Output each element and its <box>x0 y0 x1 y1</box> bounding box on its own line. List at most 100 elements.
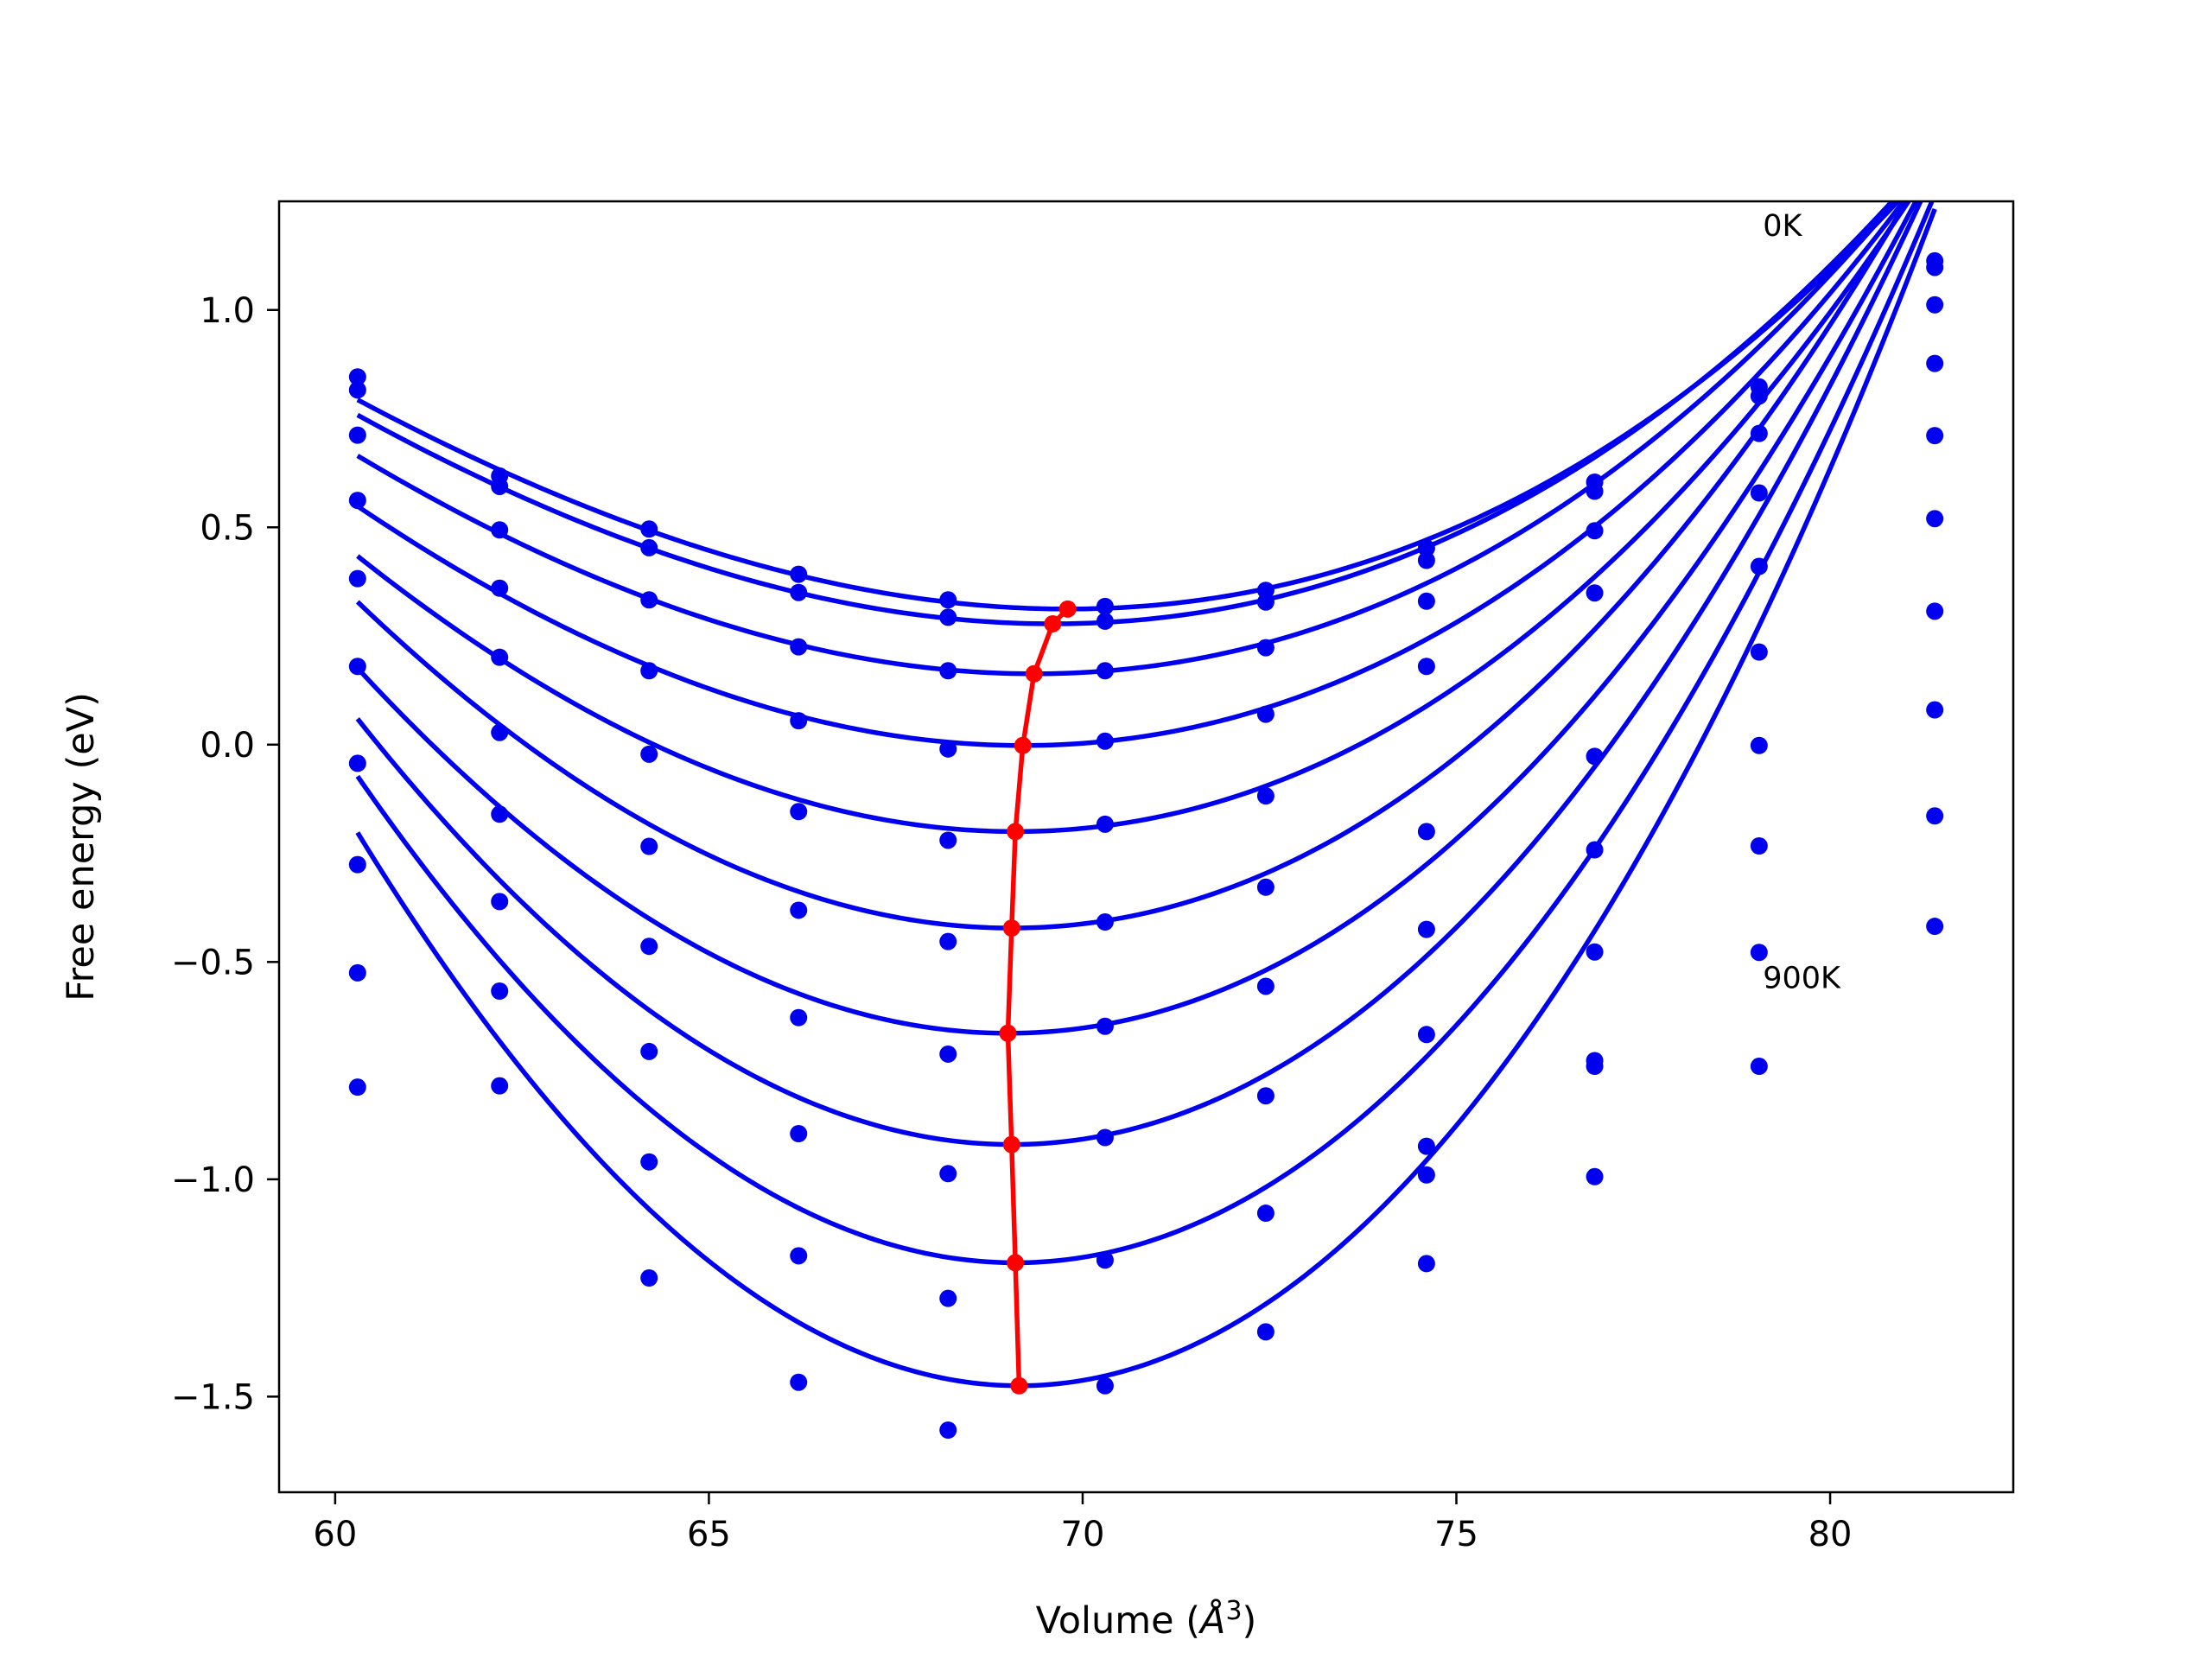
data-point-6-2 <box>640 938 658 956</box>
data-point-2-3 <box>790 638 808 656</box>
minimum-point-4 <box>1007 823 1025 841</box>
y-tick-label-0: −1.5 <box>171 1377 255 1417</box>
data-point-3-6 <box>1256 705 1274 723</box>
data-point-0-0 <box>348 368 366 386</box>
data-point-9-9 <box>1750 1058 1768 1076</box>
data-point-6-8 <box>1586 943 1604 961</box>
minimum-point-5 <box>1002 919 1020 938</box>
x-tick-label-2: 70 <box>1061 1515 1105 1554</box>
data-point-0-3 <box>790 565 808 583</box>
data-point-7-5 <box>1096 1128 1114 1147</box>
data-point-4-1 <box>491 648 509 666</box>
data-point-2-1 <box>491 521 509 539</box>
fit-curve-8 <box>355 201 1935 1266</box>
data-point-2-7 <box>1417 592 1435 610</box>
fit-curve-1 <box>356 201 1896 626</box>
data-point-9-3 <box>790 1373 808 1391</box>
data-point-8-10 <box>1926 807 1944 825</box>
data-point-1-6 <box>1256 593 1274 611</box>
data-point-2-10 <box>1926 296 1944 314</box>
y-tick-label-1: −1.0 <box>171 1160 255 1200</box>
minimum-path-line <box>1005 607 1070 1386</box>
data-point-5-5 <box>1096 913 1114 931</box>
y-tick-label-5: 1.0 <box>200 291 255 331</box>
data-point-9-2 <box>640 1269 658 1287</box>
data-point-1-4 <box>939 608 957 626</box>
data-point-5-9 <box>1750 643 1768 661</box>
data-point-5-3 <box>790 901 808 919</box>
data-point-4-10 <box>1926 427 1944 445</box>
data-point-8-2 <box>640 1153 658 1171</box>
annotation-1: 900K <box>1763 961 1841 995</box>
data-point-8-1 <box>491 982 509 1001</box>
data-point-8-0 <box>348 963 366 982</box>
y-tick-label-3: 0.0 <box>200 726 255 766</box>
data-point-6-10 <box>1926 602 1944 620</box>
data-point-8-6 <box>1256 1205 1274 1223</box>
data-point-3-10 <box>1926 354 1944 372</box>
fit-curve-3 <box>356 201 1907 748</box>
data-point-7-4 <box>939 1165 957 1183</box>
data-point-1-3 <box>790 583 808 601</box>
data-point-6-3 <box>790 1008 808 1027</box>
data-point-7-1 <box>491 893 509 911</box>
data-point-7-2 <box>640 1042 658 1060</box>
data-point-0-2 <box>640 520 658 538</box>
data-point-4-6 <box>1256 787 1274 805</box>
data-point-1-0 <box>348 381 366 399</box>
data-point-3-4 <box>939 740 957 758</box>
data-point-7-3 <box>790 1125 808 1142</box>
data-point-9-6 <box>1256 1323 1274 1341</box>
data-point-7-0 <box>348 855 366 874</box>
data-point-9-5 <box>1096 1376 1114 1395</box>
x-tick-label-3: 75 <box>1434 1515 1478 1554</box>
data-point-2-4 <box>939 662 957 680</box>
x-axis-label: Volume (Å3) <box>1036 1596 1257 1643</box>
data-point-4-2 <box>640 745 658 763</box>
data-point-4-4 <box>939 831 957 849</box>
data-point-9-7 <box>1417 1166 1435 1184</box>
data-point-8-5 <box>1096 1251 1114 1269</box>
axes: 60 65 70 75 80 −1.5 −1.0 −0.5 0.0 0.5 1.0 <box>171 200 2015 1554</box>
data-point-3-0 <box>348 492 366 510</box>
x-tick-label-4: 80 <box>1808 1515 1853 1554</box>
data-point-9-1 <box>491 1077 509 1095</box>
data-point-6-5 <box>1096 1017 1114 1035</box>
data-point-5-6 <box>1256 878 1274 896</box>
data-point-6-9 <box>1750 736 1768 754</box>
data-point-7-6 <box>1256 1087 1274 1105</box>
plot-frame <box>277 200 2015 1494</box>
data-point-3-2 <box>640 662 658 680</box>
data-point-4-7 <box>1417 823 1435 841</box>
data-point-9-10 <box>1926 918 1944 936</box>
data-point-8-9 <box>1750 944 1768 962</box>
data-point-0-4 <box>939 591 957 609</box>
data-point-8-7 <box>1417 1255 1435 1273</box>
minimum-point-7 <box>1002 1135 1020 1154</box>
fit-curve-2 <box>356 201 1899 677</box>
data-point-4-3 <box>790 803 808 821</box>
data-point-9-4 <box>939 1421 957 1440</box>
minimum-point-2 <box>1025 664 1043 683</box>
data-point-1-7 <box>1417 551 1435 569</box>
data-point-1-10 <box>1926 258 1944 276</box>
data-point-7-9 <box>1750 836 1768 855</box>
x-tick-label-1: 65 <box>687 1515 731 1554</box>
fit-curve-6 <box>355 201 1919 1036</box>
minimum-point-8 <box>1007 1254 1025 1272</box>
data-point-9-8 <box>1586 1058 1604 1076</box>
data-point-3-3 <box>790 712 808 730</box>
y-axis-label: Free energy (eV) <box>60 692 103 1001</box>
minimum-point-1 <box>1044 614 1062 632</box>
data-point-7-10 <box>1926 701 1944 719</box>
data-point-2-5 <box>1096 662 1114 680</box>
data-point-3-9 <box>1750 484 1768 502</box>
x-tick-label-0: 60 <box>313 1515 357 1554</box>
data-point-3-8 <box>1586 584 1604 602</box>
data-point-6-6 <box>1256 977 1274 995</box>
data-point-9-0 <box>348 1078 366 1096</box>
data-point-5-4 <box>939 932 957 950</box>
data-point-6-4 <box>939 1045 957 1063</box>
data-point-2-2 <box>640 591 658 609</box>
